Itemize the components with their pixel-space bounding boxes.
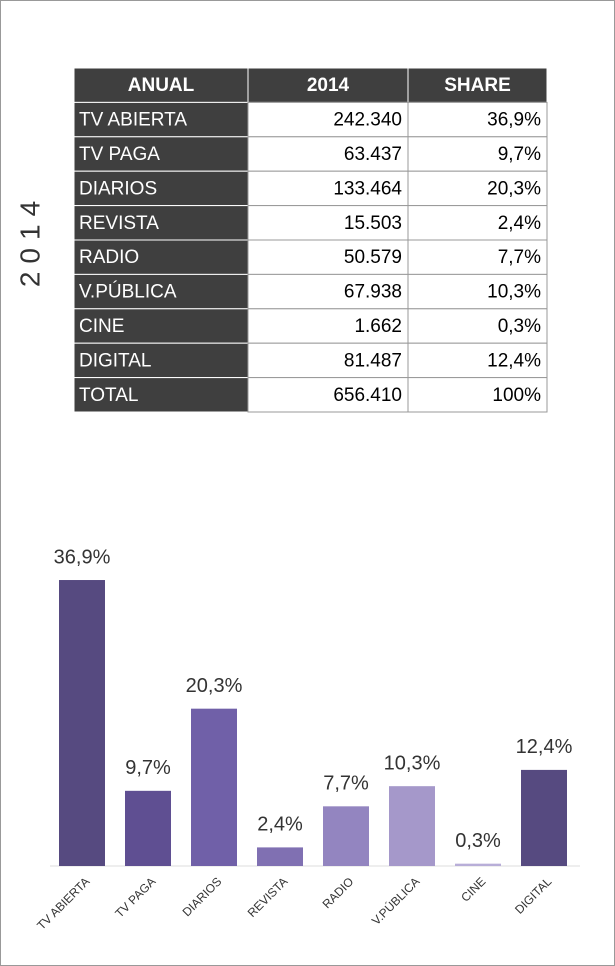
- table-text: REVISTA: [79, 213, 159, 234]
- bar: [521, 769, 567, 866]
- table-text: 63.437: [344, 144, 402, 165]
- table-text: DIGITAL: [79, 350, 152, 371]
- table-text: CINE: [79, 316, 124, 337]
- table-text: TV ABIERTA: [79, 110, 187, 131]
- table-text: 67.938: [344, 282, 402, 303]
- table-cell: [73, 273, 249, 310]
- table-cell: [407, 67, 548, 103]
- table-cell: [407, 239, 548, 275]
- table-text: 15.503: [344, 213, 402, 234]
- bar: [257, 847, 303, 866]
- table-header: 2014: [307, 75, 350, 96]
- table-cell: [73, 205, 249, 241]
- table-text: 12,4%: [487, 350, 541, 371]
- table-cell: [407, 308, 548, 344]
- table-header: SHARE: [444, 75, 511, 96]
- table-cell: [73, 239, 249, 275]
- table-header: ANUAL: [128, 75, 195, 96]
- table-cell: [247, 273, 409, 310]
- data-label: 0,3%: [455, 830, 501, 852]
- table-text: 100%: [492, 385, 541, 406]
- table-cell: [247, 101, 409, 138]
- table-text: 36,9%: [487, 110, 541, 131]
- table-cell: [407, 342, 548, 379]
- data-label: 7,7%: [323, 773, 369, 795]
- table-cell: [247, 67, 409, 103]
- table-text: DIARIOS: [79, 178, 157, 199]
- data-label: 9,7%: [125, 757, 171, 779]
- table-text: 0,3%: [498, 316, 541, 337]
- table-text: 133.464: [333, 178, 402, 199]
- table-cell: [247, 342, 409, 379]
- table-text: 2,4%: [498, 213, 541, 234]
- data-label: 12,4%: [516, 736, 573, 758]
- data-label: 36,9%: [54, 546, 111, 568]
- data-label: 10,3%: [384, 752, 441, 774]
- table-cell: [247, 239, 409, 275]
- table-cell: [247, 170, 409, 207]
- table-text: 656.410: [333, 385, 402, 406]
- bar: [455, 863, 501, 866]
- table-cell: [407, 377, 548, 413]
- side-label: 2014: [14, 193, 45, 287]
- table-text: TOTAL: [79, 385, 138, 406]
- table-text: 1.662: [354, 316, 402, 337]
- table-cell: [407, 136, 548, 172]
- data-label: 20,3%: [186, 675, 243, 697]
- table-cell: [73, 377, 249, 413]
- table-cell: [407, 273, 548, 310]
- table-cell: [73, 308, 249, 344]
- table-text: 81.487: [344, 350, 402, 371]
- table-text: 7,7%: [498, 247, 541, 268]
- bar: [59, 580, 105, 866]
- data-label: 2,4%: [257, 814, 303, 836]
- table-text: V.PÚBLICA: [79, 281, 177, 303]
- bar: [191, 708, 237, 866]
- table-text: RADIO: [79, 247, 139, 268]
- table-text: 20,3%: [487, 178, 541, 199]
- bar: [323, 806, 369, 866]
- table-cell: [73, 67, 249, 103]
- table-text: TV PAGA: [79, 144, 160, 165]
- table-text: 10,3%: [487, 282, 541, 303]
- bar: [125, 790, 171, 866]
- table-text: 9,7%: [498, 144, 541, 165]
- table-text: 242.340: [333, 110, 402, 131]
- table-cell: [73, 136, 249, 172]
- table-text: 50.579: [344, 247, 402, 268]
- table-cell: [407, 205, 548, 241]
- bar: [389, 786, 435, 866]
